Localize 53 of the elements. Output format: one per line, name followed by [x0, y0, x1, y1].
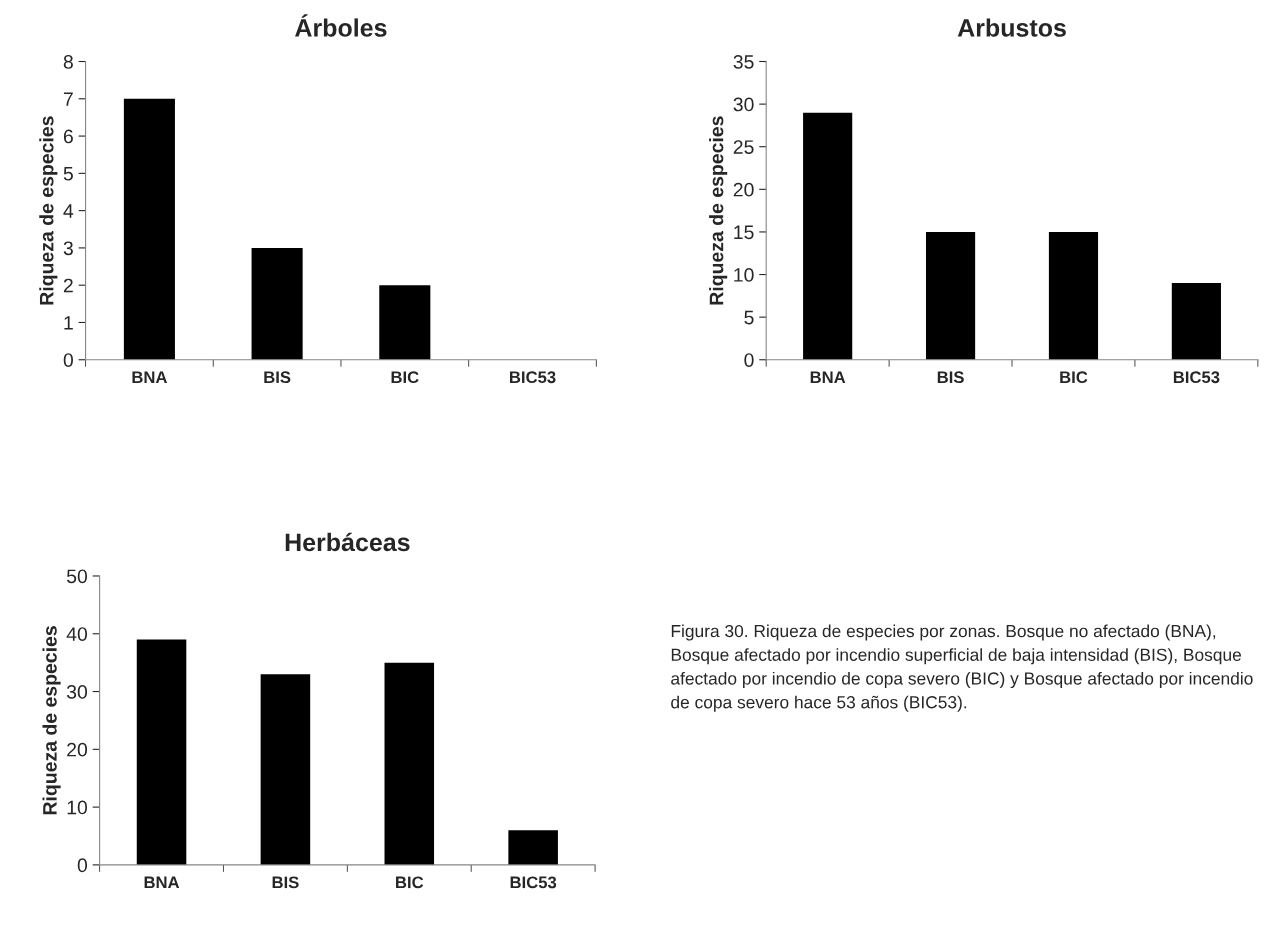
- y-tick-label: 10: [67, 800, 88, 815]
- x-tick-label: BNA: [132, 371, 168, 383]
- chart-title: Arbustos: [957, 18, 1066, 37]
- x-tick-label: BIC: [391, 371, 419, 384]
- bar: [260, 674, 311, 865]
- x-tick-label: BNA: [144, 876, 180, 889]
- bar: [251, 247, 303, 360]
- bar: [508, 830, 558, 865]
- bar: [925, 231, 976, 360]
- x-tick-label: BIC53: [510, 371, 556, 384]
- y-tick-label: 10: [734, 268, 754, 282]
- text: Figura 30. Riqueza de especies por zonas. Bosque no afectado (BNA), Bosque afectado por incendio superficial de baja intensidad (BIS), Bosque afectado por incendio de copa severo (BIC) y Bosque afectado por incendio de copa severo hace 53 años (BIC53).: [671, 624, 1253, 712]
- y-tick-label: 50: [66, 569, 88, 584]
- y-tick-label: 0: [744, 353, 754, 367]
- y-tick-label: 2: [63, 278, 73, 293]
- y-tick-label: 7: [63, 92, 73, 106]
- y-tick-label: 3: [63, 241, 73, 256]
- y-tick-label: 20: [67, 742, 88, 757]
- bar: [136, 639, 187, 865]
- y-tick-label: 6: [63, 129, 73, 144]
- bar: [123, 98, 175, 360]
- y-tick-label: 35: [733, 54, 754, 69]
- x-tick-label: BIC: [1060, 371, 1088, 384]
- bar: [1171, 283, 1221, 360]
- bar: [803, 112, 853, 360]
- x-tick-label: BNA: [810, 371, 846, 383]
- x-tick-label: BIC: [396, 876, 424, 889]
- x-tick-label: BIC53: [1173, 371, 1220, 384]
- x-tick-label: BIS: [264, 371, 291, 384]
- y-tick-label: 5: [63, 167, 73, 181]
- x-tick-label: BIC53: [510, 876, 557, 889]
- bar: [384, 662, 435, 865]
- y-tick-label: 1: [64, 316, 73, 330]
- x-tick-label: BIS: [937, 371, 964, 384]
- chart-title: Herbáceas: [285, 532, 410, 552]
- y-axis-title: Riqueza de especies: [39, 116, 58, 305]
- y-tick-label: 4: [63, 204, 74, 218]
- y-tick-label: 25: [733, 140, 754, 154]
- bar: [1048, 231, 1099, 360]
- y-tick-label: 8: [63, 54, 73, 69]
- y-tick-label: 40: [66, 627, 88, 641]
- y-tick-label: 30: [66, 685, 88, 699]
- y-tick-label: 20: [733, 182, 754, 197]
- y-axis-title: Riqueza de especies: [709, 116, 728, 305]
- y-axis-title: Riqueza de especies: [42, 626, 61, 815]
- chart-title: Árboles: [295, 14, 387, 37]
- bar: [379, 285, 431, 360]
- y-tick-label: 15: [734, 225, 754, 240]
- y-tick-label: 5: [744, 310, 754, 325]
- x-tick-label: BIS: [272, 876, 299, 889]
- y-tick-label: 0: [63, 353, 73, 367]
- y-tick-label: 30: [733, 97, 754, 112]
- y-tick-label: 0: [77, 858, 88, 873]
